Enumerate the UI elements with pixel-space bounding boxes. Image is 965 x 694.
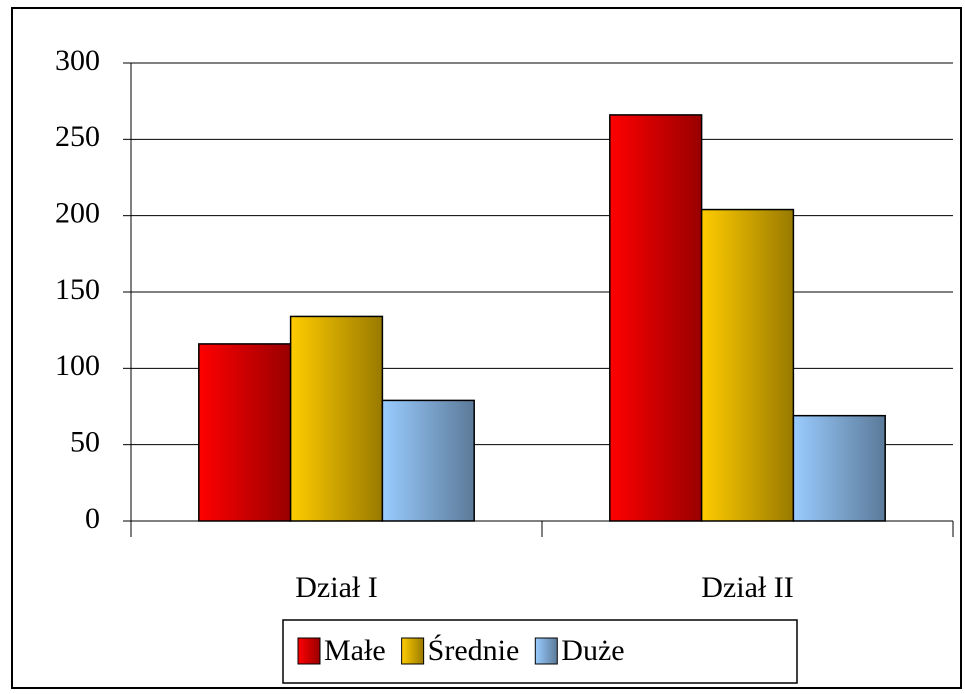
legend-swatch (534, 637, 558, 665)
bar (289, 315, 384, 522)
legend-label: Duże (561, 634, 624, 667)
chart-frame (11, 7, 962, 689)
y-tick-label: 100 (55, 349, 100, 382)
bar (700, 208, 795, 522)
y-tick-label: 200 (55, 197, 100, 230)
legend-swatch (401, 637, 425, 665)
bar (198, 343, 292, 522)
x-tick-label: Dział II (701, 571, 793, 604)
y-tick-label: 300 (55, 44, 100, 77)
x-tick-label: Dział I (295, 571, 377, 604)
legend-label: Małe (324, 634, 386, 667)
bar (381, 399, 475, 522)
bar (609, 114, 703, 522)
y-tick-label: 0 (85, 502, 100, 535)
y-tick-label: 150 (55, 273, 100, 306)
legend-swatch (297, 637, 321, 665)
y-tick-label: 250 (55, 120, 100, 153)
legend-label: Średnie (428, 634, 520, 667)
y-tick-label: 50 (70, 426, 100, 459)
bar (792, 414, 886, 522)
